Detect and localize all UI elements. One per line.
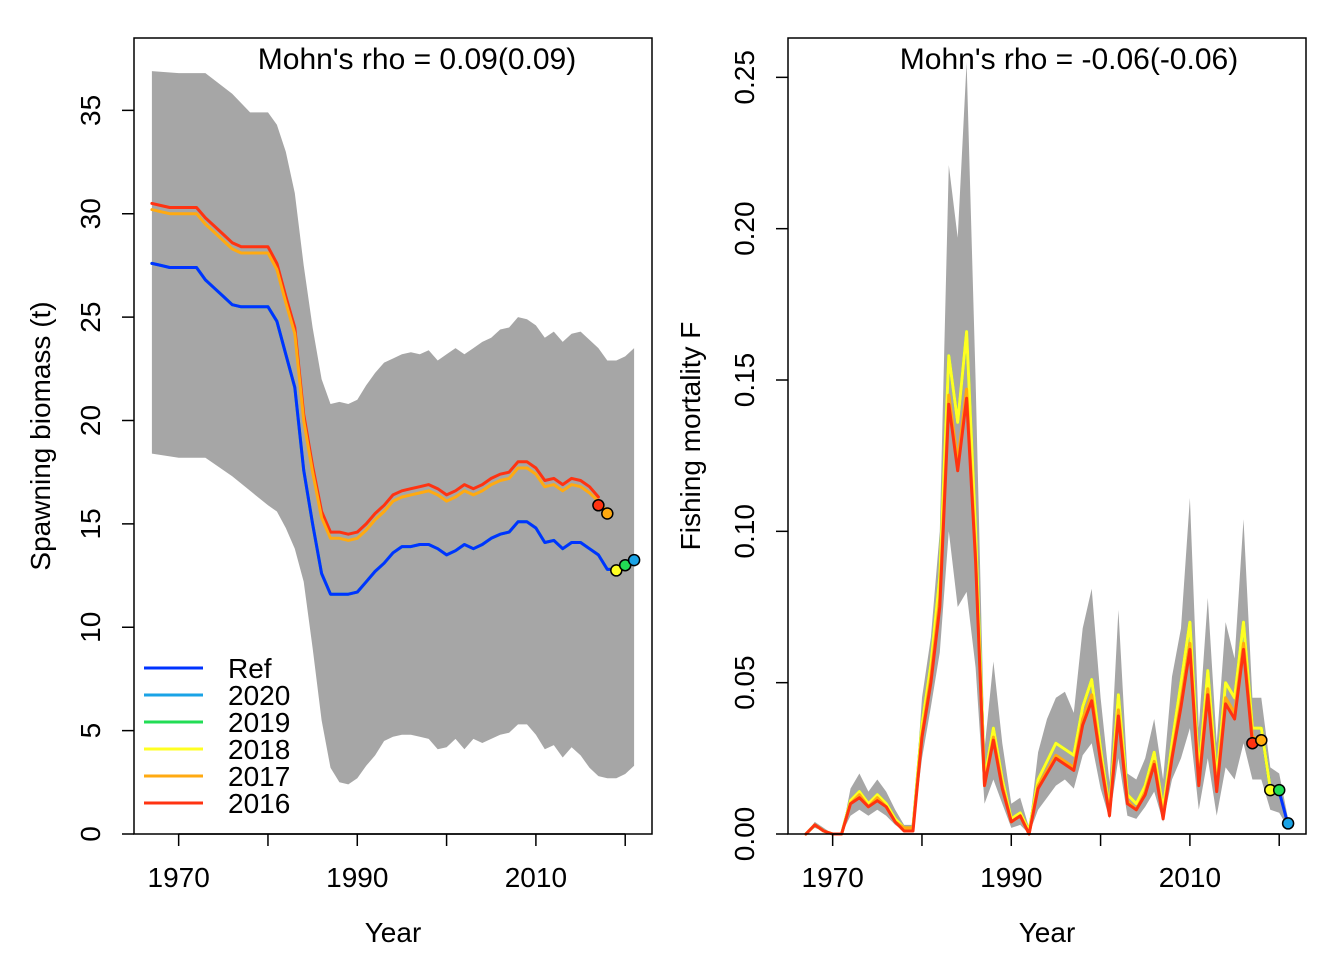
terminal-point-2017 [601,507,614,520]
x-tick-label: 1990 [326,862,388,893]
y-tick-label: 0.00 [729,807,760,862]
terminal-point-2016 [592,499,605,512]
spawning-biomass-panel: 1970 1990 2010 0 5 10 15 20 25 30 35 Year Spawning b… [25,37,653,948]
x-axis-label: Year [1019,917,1076,948]
y-tick-label: 35 [75,95,106,126]
legend-label-ref: Ref [228,653,272,684]
mohns-rho-title: Mohn's rho = -0.06(-0.06) [900,43,1238,76]
y-axis-label: Spawning biomass (t) [25,301,56,570]
terminal-point-2017 [1255,733,1268,747]
x-tick-label: 2010 [505,862,567,893]
confidence-band [151,71,635,785]
terminal-point-2019 [1272,783,1286,797]
y-tick-label: 25 [75,302,106,333]
series-line-ref [150,261,636,596]
confidence-band [805,62,1289,834]
legend-label-2018: 2018 [228,734,290,765]
legend-label-2017: 2017 [228,761,290,792]
legend-label-2016: 2016 [228,788,290,819]
x-tick-label: 1970 [802,862,864,893]
y-tick-label: 15 [75,508,106,539]
y-tick-label: 20 [75,405,106,436]
x-axis-label: Year [365,917,422,948]
y-axis-label: Fishing mortality F [675,322,706,551]
series-line-2016 [150,201,600,536]
y-tick-label: 0.10 [729,504,760,559]
legend-label-2019: 2019 [228,707,290,738]
y-tick-label: 0.05 [729,655,760,710]
y-tick-label: 0.20 [729,201,760,256]
fishing-mortality-panel: 1970 1990 2010 0.00 0.05 0.10 0.15 0.20 0.25 Year… [675,37,1307,948]
x-tick-label: 1990 [980,862,1042,893]
y-tick-label: 0.15 [729,353,760,408]
y-tick-label: 30 [75,198,106,229]
terminal-point-2020 [627,553,641,567]
legend-label-2020: 2020 [228,680,290,711]
x-tick-label: 1970 [148,862,210,893]
y-tick-label: 5 [75,723,106,739]
series-line-2017 [150,208,609,542]
y-tick-label: 0 [75,826,106,842]
terminal-point-2020 [1281,817,1295,830]
y-tick-label: 0.25 [729,50,760,105]
mohns-rho-title: Mohn's rho = 0.09(0.09) [258,43,576,76]
x-tick-label: 2010 [1159,862,1221,893]
y-tick-label: 10 [75,612,106,643]
